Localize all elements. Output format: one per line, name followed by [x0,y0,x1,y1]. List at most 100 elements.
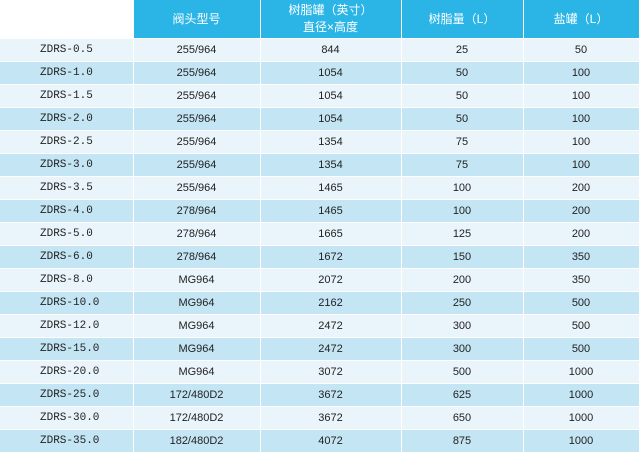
table-row: ZDRS-10.0 MG964 2162 250 500 [0,291,639,315]
cell-resin-tank: 2162 [260,291,402,315]
cell-brine-tank: 350 [523,268,639,292]
cell-resin-tank: 3672 [260,406,402,430]
cell-resin-volume: 500 [401,360,524,384]
table-row: ZDRS-3.0 255/964 1354 75 100 [0,153,639,177]
cell-model: ZDRS-35.0 [0,429,134,453]
cell-brine-tank: 100 [523,84,639,108]
cell-model: ZDRS-8.0 [0,268,134,292]
cell-resin-volume: 50 [401,107,524,131]
cell-resin-volume: 150 [401,245,524,269]
table-row: ZDRS-0.5 255/964 844 25 50 [0,38,639,62]
table-row: ZDRS-1.0 255/964 1054 50 100 [0,61,639,85]
cell-brine-tank: 500 [523,291,639,315]
cell-resin-volume: 50 [401,84,524,108]
cell-valve-model: MG964 [133,268,261,292]
cell-resin-volume: 75 [401,130,524,154]
cell-brine-tank: 200 [523,199,639,223]
cell-model: ZDRS-25.0 [0,383,134,407]
cell-resin-volume: 100 [401,199,524,223]
cell-valve-model: 278/964 [133,199,261,223]
cell-resin-tank: 1354 [260,130,402,154]
table-body: ZDRS-0.5 255/964 844 25 50 ZDRS-1.0 255/964 105… [0,38,639,453]
cell-model: ZDRS-12.0 [0,314,134,338]
cell-resin-volume: 125 [401,222,524,246]
cell-brine-tank: 200 [523,222,639,246]
cell-valve-model: MG964 [133,360,261,384]
cell-brine-tank: 50 [523,38,639,62]
cell-resin-tank: 1054 [260,84,402,108]
table-row: ZDRS-1.5 255/964 1054 50 100 [0,84,639,108]
table-row: ZDRS-35.0 182/480D2 4072 875 1000 [0,429,639,453]
cell-model: ZDRS-30.0 [0,406,134,430]
cell-resin-tank: 3672 [260,383,402,407]
cell-brine-tank: 1000 [523,360,639,384]
cell-model: ZDRS-2.0 [0,107,134,131]
cell-model: ZDRS-4.0 [0,199,134,223]
cell-resin-tank: 2072 [260,268,402,292]
cell-brine-tank: 350 [523,245,639,269]
cell-valve-model: 182/480D2 [133,429,261,453]
cell-resin-volume: 875 [401,429,524,453]
header-row: 阀头型号 树脂罐（英寸） 直径×高度 树脂量（L） 盐罐（L） [0,0,639,39]
cell-valve-model: 255/964 [133,176,261,200]
cell-brine-tank: 200 [523,176,639,200]
table-row: ZDRS-12.0 MG964 2472 300 500 [0,314,639,338]
cell-valve-model: MG964 [133,337,261,361]
table-row: ZDRS-15.0 MG964 2472 300 500 [0,337,639,361]
cell-resin-tank: 1672 [260,245,402,269]
table-row: ZDRS-2.5 255/964 1354 75 100 [0,130,639,154]
cell-valve-model: 278/964 [133,245,261,269]
cell-resin-volume: 650 [401,406,524,430]
table-row: ZDRS-4.0 278/964 1465 100 200 [0,199,639,223]
cell-resin-tank: 844 [260,38,402,62]
cell-brine-tank: 100 [523,107,639,131]
cell-resin-tank: 1054 [260,61,402,85]
cell-valve-model: 278/964 [133,222,261,246]
cell-brine-tank: 1000 [523,406,639,430]
cell-valve-model: MG964 [133,314,261,338]
cell-resin-volume: 250 [401,291,524,315]
header-model [0,0,134,39]
cell-resin-tank: 2472 [260,337,402,361]
cell-resin-volume: 200 [401,268,524,292]
cell-model: ZDRS-5.0 [0,222,134,246]
cell-resin-tank: 2472 [260,314,402,338]
cell-model: ZDRS-0.5 [0,38,134,62]
header-resin-tank: 树脂罐（英寸） 直径×高度 [260,0,402,39]
cell-model: ZDRS-1.5 [0,84,134,108]
cell-resin-volume: 300 [401,314,524,338]
header-resin-volume: 树脂量（L） [401,0,524,39]
cell-brine-tank: 500 [523,337,639,361]
cell-valve-model: 172/480D2 [133,383,261,407]
cell-model: ZDRS-1.0 [0,61,134,85]
cell-resin-tank: 1465 [260,199,402,223]
cell-valve-model: 255/964 [133,153,261,177]
header-resin-tank-line2: 直径×高度 [302,20,358,34]
cell-resin-tank: 3072 [260,360,402,384]
cell-brine-tank: 1000 [523,383,639,407]
cell-resin-tank: 1665 [260,222,402,246]
cell-resin-volume: 50 [401,61,524,85]
table-row: ZDRS-2.0 255/964 1054 50 100 [0,107,639,131]
table-row: ZDRS-8.0 MG964 2072 200 350 [0,268,639,292]
header-brine-tank: 盐罐（L） [523,0,639,39]
header-valve-model: 阀头型号 [133,0,261,39]
cell-resin-volume: 100 [401,176,524,200]
cell-valve-model: 255/964 [133,130,261,154]
cell-brine-tank: 100 [523,61,639,85]
table-row: ZDRS-20.0 MG964 3072 500 1000 [0,360,639,384]
cell-model: ZDRS-2.5 [0,130,134,154]
table-row: ZDRS-30.0 172/480D2 3672 650 1000 [0,406,639,430]
cell-valve-model: 255/964 [133,61,261,85]
cell-valve-model: MG964 [133,291,261,315]
cell-model: ZDRS-15.0 [0,337,134,361]
cell-model: ZDRS-6.0 [0,245,134,269]
cell-valve-model: 255/964 [133,84,261,108]
cell-brine-tank: 100 [523,153,639,177]
table-row: ZDRS-5.0 278/964 1665 125 200 [0,222,639,246]
table-row: ZDRS-25.0 172/480D2 3672 625 1000 [0,383,639,407]
table-row: ZDRS-3.5 255/964 1465 100 200 [0,176,639,200]
cell-brine-tank: 100 [523,130,639,154]
cell-brine-tank: 500 [523,314,639,338]
